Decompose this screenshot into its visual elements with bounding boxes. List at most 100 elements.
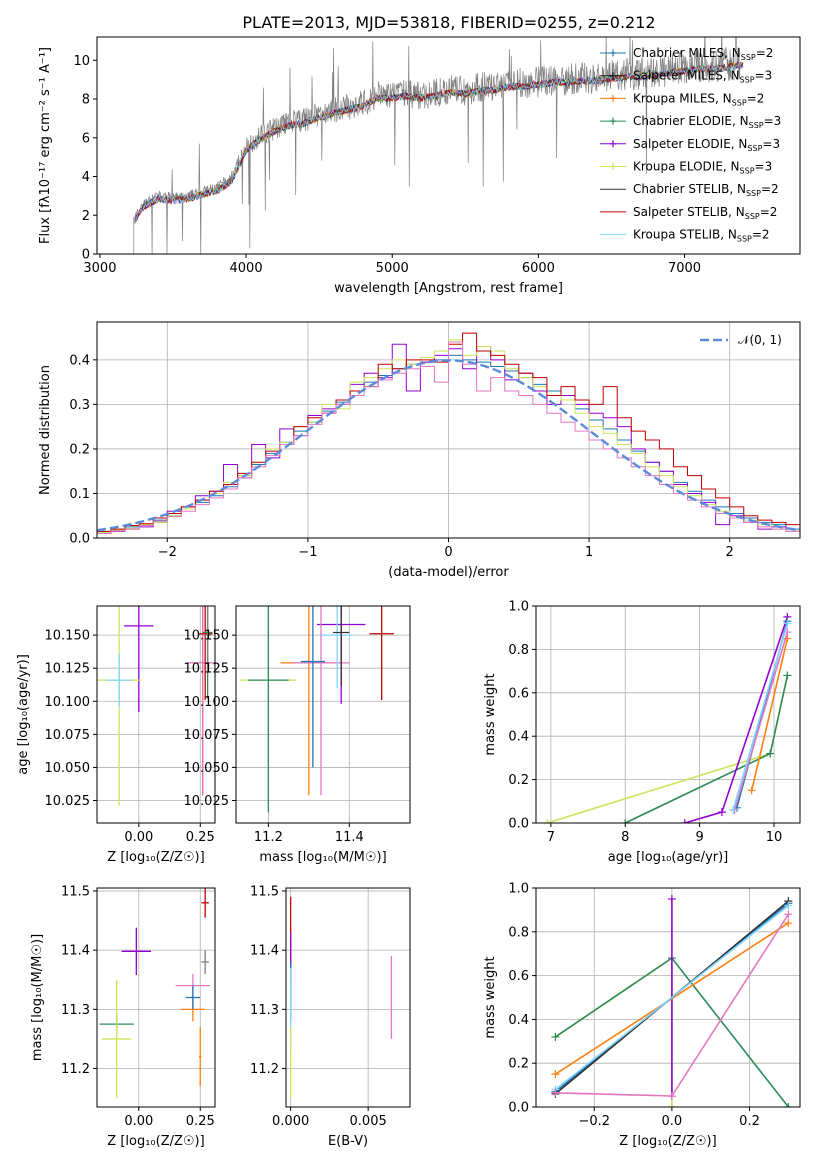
y-axis-label: mass [log₁₀(M/M☉)] bbox=[30, 934, 45, 1061]
legend-label: 𝒩(0, 1) bbox=[738, 333, 782, 347]
y-tick-label: 0 bbox=[82, 248, 90, 263]
y-tick-label: 10.050 bbox=[184, 761, 230, 776]
y-tick-label: 0.6 bbox=[508, 969, 529, 984]
plot-area bbox=[240, 606, 394, 813]
point-marker bbox=[609, 163, 617, 170]
legend-label: Salpeter STELIB, NSSP=2 bbox=[633, 205, 777, 221]
point-marker bbox=[621, 819, 630, 823]
x-axis-label: E(B-V) bbox=[328, 1134, 368, 1149]
plot-area bbox=[133, 37, 744, 254]
x-tick-label: 0.005 bbox=[350, 1114, 387, 1129]
y-tick-label: 10.125 bbox=[184, 662, 230, 677]
legend-label: Kroupa ELODIE, NSSP=3 bbox=[633, 160, 772, 176]
legend-subscript: SSP bbox=[749, 121, 764, 130]
plot-area bbox=[543, 612, 792, 823]
y-axis-label: age [log₁₀(age/yr)] bbox=[16, 654, 31, 775]
x-tick-label: 11.4 bbox=[335, 830, 364, 845]
y-tick-label: 10.075 bbox=[184, 728, 230, 743]
y-tick-label: 10 bbox=[73, 54, 90, 69]
y-axis-label: Flux [fλ10⁻¹⁷ erg cm⁻² s⁻¹ A⁻¹] bbox=[38, 47, 53, 244]
panel-residuals: −2 −1 0 1 2 0.0 0.1 0.2 0.3 0.4 (data-model)/error… bbox=[38, 321, 801, 580]
plot-area bbox=[289, 896, 393, 1099]
legend-subscript: SSP bbox=[740, 76, 755, 85]
x-tick-label: 5000 bbox=[376, 261, 409, 276]
y-tick-label: 0.4 bbox=[69, 353, 90, 368]
x-axis-label: Z [log₁₀(Z/Z☉)] bbox=[107, 850, 204, 865]
point-marker bbox=[609, 117, 617, 125]
point-marker bbox=[609, 140, 617, 148]
y-tick-label: 2 bbox=[82, 209, 90, 224]
mass-weight-line bbox=[750, 638, 789, 791]
axes-frame bbox=[535, 887, 801, 1108]
x-tick-label: 9 bbox=[695, 830, 703, 845]
y-tick-label: 0.8 bbox=[508, 925, 529, 940]
y-tick-label: 0.4 bbox=[508, 730, 529, 745]
point-marker bbox=[747, 786, 756, 795]
axes-frame bbox=[96, 321, 801, 539]
y-tick-label: 10.150 bbox=[45, 629, 91, 644]
point-marker bbox=[729, 805, 738, 814]
legend-subscript: SSP bbox=[741, 53, 756, 62]
y-tick-label: 10.150 bbox=[184, 629, 230, 644]
point-marker bbox=[784, 901, 793, 910]
x-axis-label: (data-model)/error bbox=[388, 565, 509, 580]
x-axis-label: age [log₁₀(age/yr)] bbox=[608, 850, 729, 865]
axes-frame bbox=[96, 36, 801, 255]
y-tick-label: 0.8 bbox=[508, 643, 529, 658]
x-tick-label: 0 bbox=[444, 545, 452, 560]
x-tick-label: 1 bbox=[585, 545, 593, 560]
x-tick-label: 0.0 bbox=[662, 1114, 683, 1129]
y-tick-label: 10.025 bbox=[45, 794, 91, 809]
mass-weight-line bbox=[732, 623, 789, 811]
y-tick-label: 11.3 bbox=[250, 1003, 279, 1018]
x-tick-label: 3000 bbox=[83, 261, 116, 276]
y-tick-label: 1.0 bbox=[508, 882, 529, 897]
mass-weight-line bbox=[733, 631, 789, 811]
point-marker bbox=[717, 808, 726, 817]
x-tick-label: −0.2 bbox=[578, 1114, 610, 1129]
x-axis-label: mass [log₁₀(M/M☉)] bbox=[259, 850, 386, 865]
mass-weight-line bbox=[684, 616, 789, 823]
y-tick-label: 11.5 bbox=[61, 884, 90, 899]
x-tick-label: 0.25 bbox=[186, 1114, 215, 1129]
legend-subscript: SSP bbox=[746, 189, 761, 198]
legend-label: Salpeter MILES, NSSP=3 bbox=[633, 69, 772, 85]
y-tick-label: 0.0 bbox=[508, 817, 529, 832]
legend-label: Kroupa MILES, NSSP=2 bbox=[633, 91, 764, 107]
mass-weight-line bbox=[554, 956, 673, 1107]
panel-massweight_vs_Z: −0.2 0.0 0.2 0.0 0.2 0.4 0.6 0.8 1.0 Z [log₁₀(Z/Z… bbox=[483, 882, 801, 1149]
point-marker bbox=[543, 819, 552, 823]
axes-frame bbox=[285, 887, 411, 1108]
y-tick-label: 0.6 bbox=[508, 686, 529, 701]
panel-age_vs_Z: 0.00 0.25 10.025 10.050 10.075 10.100 10.125 10… bbox=[16, 605, 216, 865]
y-tick-label: 8 bbox=[82, 93, 90, 108]
point-marker bbox=[551, 1088, 560, 1097]
x-axis-label: wavelength [Angstrom, rest frame] bbox=[334, 281, 563, 296]
legend-label: Chabrier MILES, NSSP=2 bbox=[633, 46, 773, 62]
y-tick-label: 0.4 bbox=[508, 1013, 529, 1028]
y-tick-label: 11.4 bbox=[61, 944, 90, 959]
panel-spectrum: 3000 4000 5000 6000 7000 0 2 4 6 8 10 wavelength [A… bbox=[38, 36, 801, 296]
legend-label: Salpeter ELODIE, NSSP=3 bbox=[633, 137, 780, 153]
x-tick-label: 0.000 bbox=[272, 1114, 309, 1129]
legend-subscript: SSP bbox=[747, 144, 762, 153]
axes-frame bbox=[96, 887, 216, 1108]
y-axis-label: mass weight bbox=[483, 956, 498, 1038]
point-marker bbox=[784, 919, 793, 928]
legend-subscript: SSP bbox=[737, 235, 752, 244]
legend-label: Chabrier ELODIE, NSSP=3 bbox=[633, 114, 781, 130]
x-tick-label: 8 bbox=[621, 830, 629, 845]
point-marker bbox=[766, 749, 775, 758]
panel-mass_vs_Z: 0.00 0.25 11.2 11.3 11.4 11.5 Z [log₁₀(Z/Z☉)] m… bbox=[30, 884, 216, 1149]
legend-suffix: =3 bbox=[762, 137, 780, 151]
y-tick-label: 11.3 bbox=[61, 1003, 90, 1018]
point-marker bbox=[609, 94, 617, 102]
axes-frame bbox=[235, 605, 411, 824]
y-tick-label: 11.4 bbox=[250, 944, 279, 959]
legend-label: Chabrier STELIB, NSSP=2 bbox=[633, 182, 779, 198]
y-tick-label: 11.5 bbox=[250, 884, 279, 899]
x-axis-label: Z [log₁₀(Z/Z☉)] bbox=[619, 1134, 716, 1149]
y-tick-label: 10.075 bbox=[45, 728, 91, 743]
x-tick-label: 4000 bbox=[230, 261, 263, 276]
